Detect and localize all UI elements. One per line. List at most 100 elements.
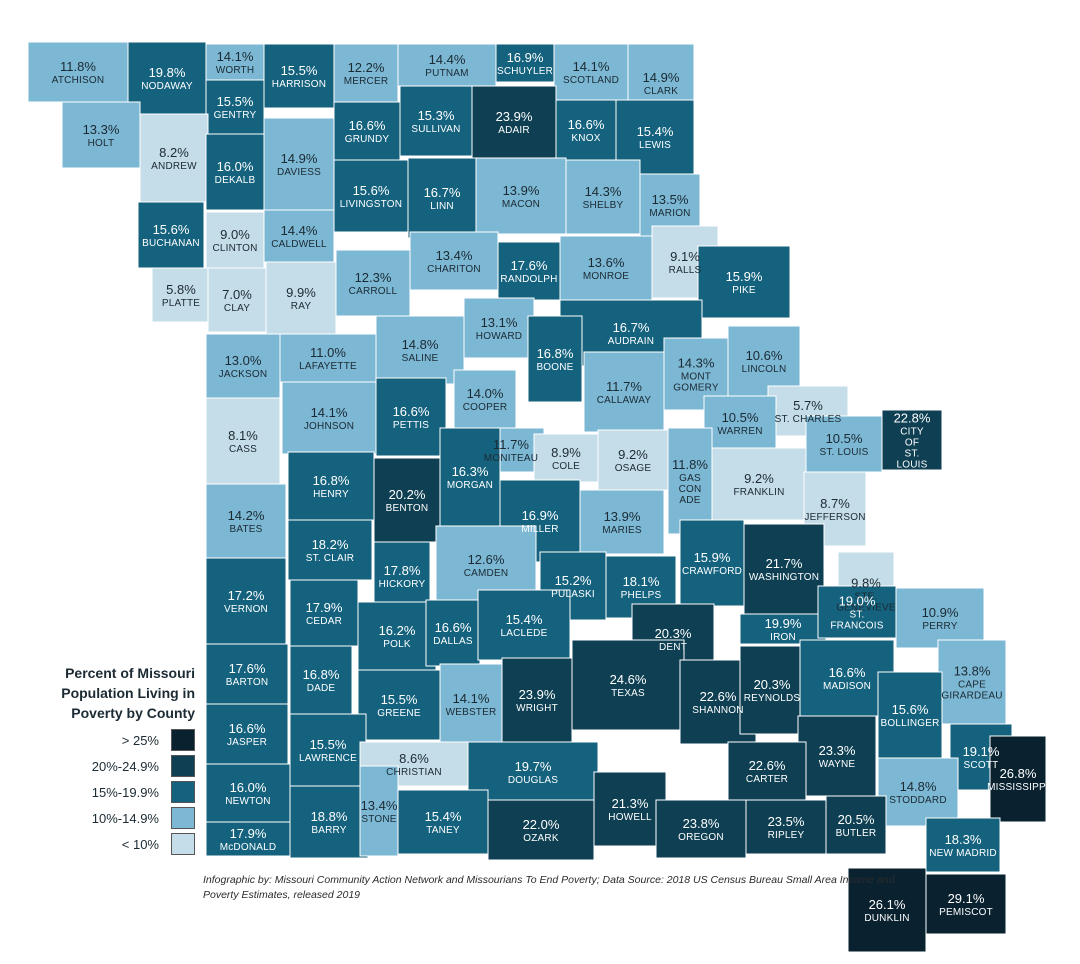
county-name-line: CAMDEN (464, 568, 509, 579)
county-name-line: SCOTLAND (563, 75, 619, 86)
county-name-line: KNOX (571, 133, 600, 144)
county-dunklin (847, 867, 927, 953)
legend-swatch (171, 729, 195, 751)
county-mississippi (989, 735, 1047, 823)
county-name: BOLLINGER (880, 718, 939, 729)
county-name-line: DADE (307, 683, 336, 694)
county-pct: 14.1% (217, 49, 254, 64)
county-pct: 17.9% (230, 826, 267, 841)
legend-item: 10%-14.9% (45, 807, 195, 833)
county-name-line: DENT (659, 642, 687, 653)
county-name-line: DALLAS (433, 636, 473, 647)
county-howard (463, 297, 535, 359)
county-pct: 18.8% (311, 809, 348, 824)
county-bates (205, 483, 287, 559)
county-pct: 14.1% (453, 691, 490, 706)
county-name-line: GOMERY (673, 383, 719, 394)
county-ozark (487, 799, 595, 861)
county-name-line: NODAWAY (141, 81, 193, 92)
legend-item: 20%-24.9% (45, 755, 195, 781)
county-name-line: CLAY (224, 303, 250, 314)
county-morgan (439, 427, 501, 527)
county-pct: 23.5% (768, 814, 805, 829)
county-pct: 16.0% (217, 159, 254, 174)
county-name-line: SULLIVAN (411, 124, 460, 135)
county-name: LIVINGSTON (340, 199, 402, 210)
county-name-line: PHELPS (621, 590, 662, 601)
county-atchison (27, 41, 129, 103)
county-name-line: COLE (552, 461, 580, 472)
county-name: PIKE (732, 285, 756, 296)
county-pct: 11.7% (493, 437, 529, 452)
county-name: ST. LOUIS (819, 447, 868, 458)
county-name: MARION (649, 208, 690, 219)
county-laclede (477, 589, 571, 661)
county-name: JOHNSON (304, 421, 354, 432)
county-name: BARTON (226, 677, 269, 688)
legend-label: > 25% (121, 733, 159, 748)
county-name-line: MADISON (823, 681, 871, 692)
county-name-line: HOWELL (608, 812, 652, 823)
county-pct: 7.0% (222, 287, 252, 302)
county-mcdonald (205, 821, 291, 857)
county-name-line: IRON (770, 632, 796, 643)
legend-swatch (171, 833, 195, 855)
county-pct: 16.9% (522, 508, 559, 523)
county-name-line: STODDARD (889, 795, 947, 806)
county-name: MILLER (521, 524, 558, 535)
county-name: IRON (770, 632, 796, 643)
county-name: GAS CON ADE (679, 473, 702, 506)
county-name: JASPER (227, 737, 267, 748)
county-barton (205, 643, 289, 705)
county-pct: 14.4% (429, 52, 466, 67)
county-name-line: TEXAS (611, 688, 645, 699)
county-pct: 23.9% (519, 687, 556, 702)
county-johnson (281, 381, 377, 455)
county-pct: 15.6% (153, 222, 190, 237)
county-name: CEDAR (306, 616, 342, 627)
county-pct: 26.1% (869, 897, 906, 912)
county-name: HOLT (88, 138, 115, 149)
county-carter (727, 741, 807, 801)
county-cooper (453, 369, 517, 429)
county-pct: 15.4% (425, 809, 462, 824)
county-schuyler (495, 43, 555, 83)
county-polk (357, 601, 437, 671)
county-pct: 23.8% (683, 816, 720, 831)
county-pct: 8.1% (228, 428, 258, 443)
county-pct: 22.8% (894, 411, 931, 426)
county-name-line: PIKE (732, 285, 756, 296)
legend-item: 15%-19.9% (45, 781, 195, 807)
county-name: RANDOLPH (500, 274, 557, 285)
county-pct: 8.9% (551, 445, 581, 460)
county-name: BUTLER (836, 828, 877, 839)
county-name: SULLIVAN (411, 124, 460, 135)
county-name: DADE (307, 683, 336, 694)
county-name: GRUNDY (345, 134, 390, 145)
county-name-line: MORGAN (447, 480, 493, 491)
legend-item: < 10% (45, 833, 195, 859)
county-pct: 9.8% (851, 576, 881, 591)
county-name-line: BARTON (226, 677, 269, 688)
county-name: CALLAWAY (597, 395, 652, 406)
county-putnam (397, 43, 497, 87)
county-name-line: DEKALB (215, 175, 256, 186)
county-name-line: LACLEDE (501, 628, 548, 639)
county-pct: 14.8% (900, 779, 937, 794)
county-name: DEKALB (215, 175, 256, 186)
county-name-line: GENTRY (214, 110, 257, 121)
county-name-line: JEFFERSON (804, 512, 865, 523)
county-name: JEFFERSON (804, 512, 865, 523)
county-name: BATES (229, 524, 262, 535)
county-name: MARIES (602, 525, 642, 536)
county-name: ST. FRANCOIS (830, 610, 883, 632)
county-osage (597, 429, 669, 491)
county-pct: 16.7% (424, 185, 461, 200)
county-name-line: RANDOLPH (500, 274, 557, 285)
county-name-line: BOLLINGER (880, 718, 939, 729)
county-name-line: MACON (502, 199, 540, 210)
county-name: FRANKLIN (733, 487, 784, 498)
county-name: CLARK (644, 86, 678, 97)
county-name: OZARK (523, 833, 559, 844)
